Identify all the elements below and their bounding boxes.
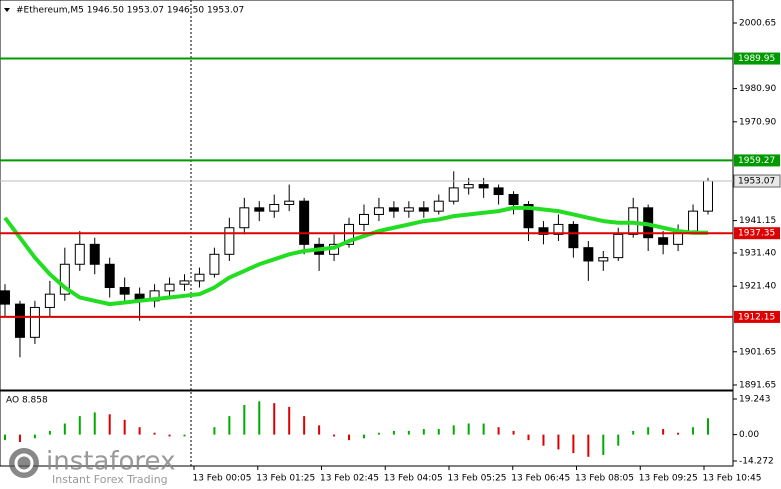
ao-tick-label: 19.243 bbox=[739, 395, 771, 405]
candle-body bbox=[388, 207, 399, 212]
level-label: 1937.35 bbox=[738, 229, 775, 239]
x-tick-label: 13 Feb 05:25 bbox=[447, 474, 506, 484]
y-tick-label: 1970.90 bbox=[739, 117, 776, 127]
watermark: instaforex bbox=[46, 447, 175, 477]
candle-body bbox=[164, 283, 175, 292]
y-tick-label: 2000.65 bbox=[739, 19, 776, 29]
candle-body bbox=[508, 194, 519, 205]
candle-body bbox=[89, 243, 100, 265]
x-tick-label: 13 Feb 04:05 bbox=[384, 474, 443, 484]
ao-label: AO 8.858 bbox=[6, 396, 48, 406]
x-tick-label: 13 Feb 02:45 bbox=[320, 474, 379, 484]
candle-body bbox=[269, 203, 280, 212]
x-tick-label: 13 Feb 10:45 bbox=[702, 474, 761, 484]
level-label-box bbox=[734, 310, 780, 323]
moving-average bbox=[3, 205, 708, 307]
candle-body bbox=[703, 180, 713, 212]
candle-body bbox=[104, 263, 115, 289]
candle-body bbox=[568, 223, 579, 249]
candle-body bbox=[553, 223, 564, 235]
candle-body bbox=[433, 200, 444, 212]
candle-body bbox=[598, 257, 609, 262]
candle-body bbox=[194, 273, 205, 282]
level-label-box bbox=[734, 227, 780, 240]
candle-body bbox=[463, 184, 474, 189]
candle-body bbox=[74, 243, 85, 265]
candle-body bbox=[373, 207, 384, 215]
candle-body bbox=[418, 207, 429, 212]
candle-body bbox=[358, 213, 369, 225]
candle-body bbox=[688, 210, 699, 232]
candle-body bbox=[44, 293, 55, 308]
y-tick-label: 1921.40 bbox=[739, 282, 776, 292]
logo-icon bbox=[9, 448, 39, 478]
y-tick-label: 1891.65 bbox=[739, 380, 776, 390]
level-label-box bbox=[734, 52, 780, 65]
watermark-tagline: Instant Forex Trading bbox=[52, 473, 168, 486]
logo-icon-ring bbox=[14, 453, 34, 473]
level-label: 1912.15 bbox=[738, 312, 775, 322]
candle-body bbox=[0, 290, 10, 305]
x-tick-label: 13 Feb 09:25 bbox=[639, 474, 698, 484]
candle-body bbox=[523, 203, 534, 229]
candle-body bbox=[14, 303, 25, 338]
candle-body bbox=[448, 187, 459, 202]
x-tick-label: 13 Feb 00:05 bbox=[192, 474, 251, 484]
y-tick-label: 1901.65 bbox=[739, 347, 776, 357]
current-price-box bbox=[733, 174, 781, 188]
candle-body bbox=[59, 263, 70, 295]
current-price-label: 1953.07 bbox=[738, 177, 775, 187]
candle-body bbox=[224, 227, 235, 255]
candle-body bbox=[299, 200, 310, 245]
candle-body bbox=[254, 207, 265, 212]
candle-body bbox=[284, 200, 295, 205]
candle-body bbox=[478, 184, 489, 189]
candle-body bbox=[613, 233, 624, 259]
candle-body bbox=[493, 187, 504, 196]
ao-panel bbox=[0, 390, 734, 467]
candle-body bbox=[179, 280, 190, 285]
y-tick-label: 1941.15 bbox=[739, 216, 776, 226]
candle-body bbox=[403, 207, 414, 212]
level-label: 1989.95 bbox=[738, 54, 775, 64]
level-label-box bbox=[734, 154, 780, 167]
candle-body bbox=[29, 306, 40, 338]
candle-body bbox=[344, 223, 355, 245]
y-tick-label: 1980.90 bbox=[739, 84, 776, 94]
chart-title: #Ethereum,M5 1946.50 1953.07 1946.50 195… bbox=[16, 6, 244, 16]
level-label: 1959.27 bbox=[738, 156, 775, 166]
main-panel bbox=[0, 0, 734, 391]
candle-body bbox=[538, 227, 549, 235]
logo: instaforex Instant Forex Trading bbox=[9, 447, 175, 486]
x-tick-label: 13 Feb 08:05 bbox=[575, 474, 634, 484]
ao-tick-label: -14.272 bbox=[739, 457, 774, 467]
menu-arrow bbox=[4, 8, 10, 12]
candle-body bbox=[209, 253, 220, 275]
y-tick-label: 1931.40 bbox=[739, 248, 776, 258]
x-tick-label: 13 Feb 06:45 bbox=[511, 474, 570, 484]
candle-body bbox=[658, 237, 669, 245]
x-tick-label: 13 Feb 01:25 bbox=[256, 474, 315, 484]
candle-body bbox=[583, 247, 594, 262]
candle-body bbox=[239, 207, 250, 229]
ao-tick-label: 0.00 bbox=[739, 430, 759, 440]
candle-body bbox=[119, 287, 130, 295]
